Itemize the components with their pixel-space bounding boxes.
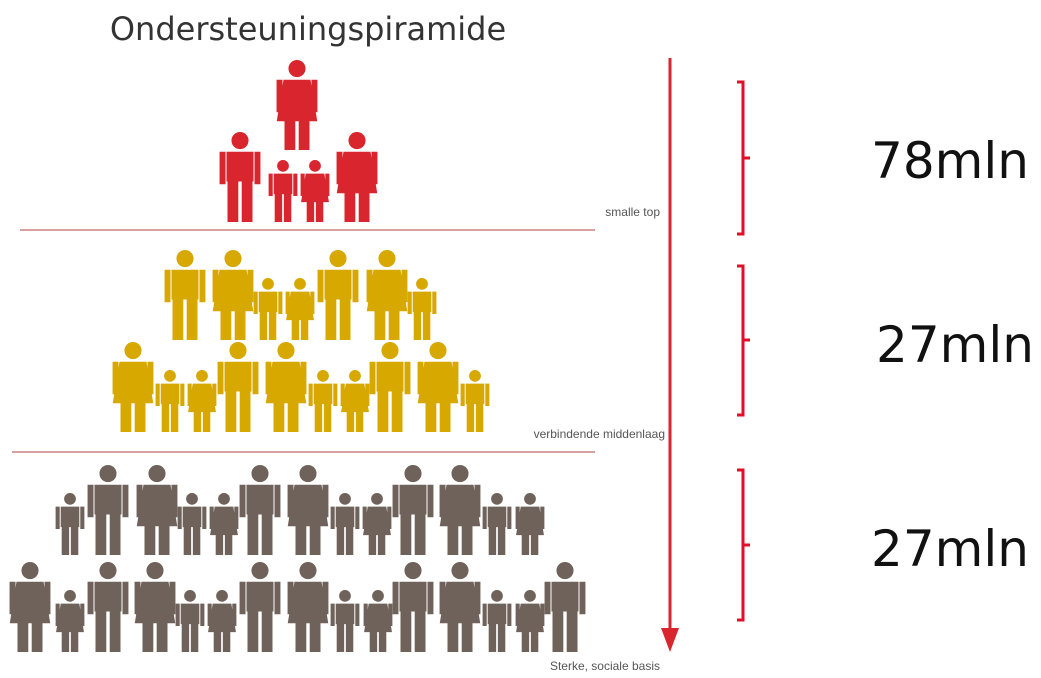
person-icon [137, 465, 178, 555]
person-icon [176, 590, 205, 652]
arrow [661, 58, 679, 652]
person-icon [220, 132, 261, 222]
person-icon [178, 493, 207, 555]
person-icon [266, 342, 307, 432]
person-icon [393, 562, 434, 652]
person-icon [318, 250, 359, 340]
brackets [737, 82, 750, 620]
person-icon [367, 250, 408, 340]
tier-label: verbindende middenlaag [534, 427, 665, 441]
person-icon [341, 370, 370, 432]
person-icon [165, 250, 206, 340]
person-icon [188, 370, 217, 432]
person-icon [240, 465, 281, 555]
tier-label: smalle top [605, 205, 660, 219]
person-icon [135, 562, 176, 652]
person-icon [516, 493, 545, 555]
person-icon [440, 562, 481, 652]
person-icon [418, 342, 459, 432]
tier-amount: 78mln [871, 132, 1029, 190]
tier-amount: 27mln [876, 316, 1034, 374]
person-icon [10, 562, 51, 652]
tier-label: Sterke, sociale basis [550, 659, 660, 673]
person-icon [288, 562, 329, 652]
title: Ondersteuningspiramide [110, 10, 506, 48]
person-icon [254, 278, 283, 340]
person-icon [218, 342, 259, 432]
person-icon [301, 160, 330, 222]
person-icon [309, 370, 338, 432]
person-icon [286, 278, 315, 340]
person-icon [363, 493, 392, 555]
person-icon [156, 370, 185, 432]
people [10, 60, 586, 652]
person-icon [483, 590, 512, 652]
person-icon [56, 493, 85, 555]
person-icon [277, 60, 318, 150]
person-icon [269, 160, 298, 222]
person-icon [370, 342, 411, 432]
person-icon [331, 493, 360, 555]
infographic: Ondersteuningspiramide smalle top verbin… [0, 0, 1041, 678]
person-icon [240, 562, 281, 652]
person-icon [408, 278, 437, 340]
person-icon [210, 493, 239, 555]
person-icon [56, 590, 85, 652]
person-icon [461, 370, 490, 432]
person-icon [288, 465, 329, 555]
tier-amount: 27mln [871, 520, 1029, 578]
person-icon [545, 562, 586, 652]
person-icon [337, 132, 378, 222]
person-icon [393, 465, 434, 555]
person-icon [88, 465, 129, 555]
person-icon [440, 465, 481, 555]
person-icon [113, 342, 154, 432]
person-icon [88, 562, 129, 652]
person-icon [483, 493, 512, 555]
person-icon [208, 590, 237, 652]
person-icon [213, 250, 254, 340]
person-icon [331, 590, 360, 652]
person-icon [364, 590, 393, 652]
person-icon [516, 590, 545, 652]
